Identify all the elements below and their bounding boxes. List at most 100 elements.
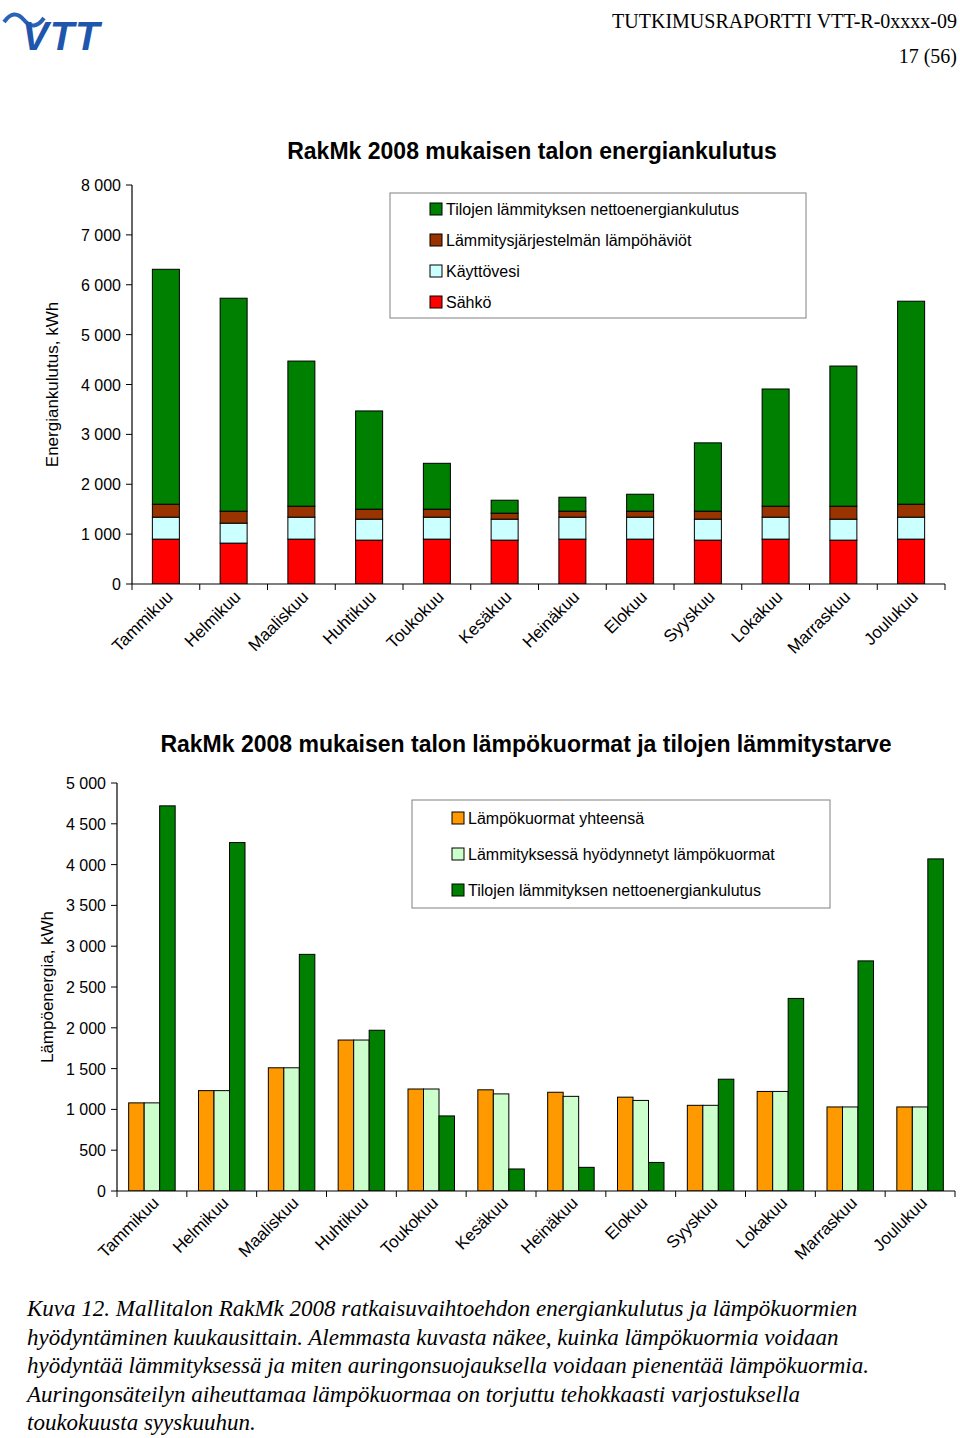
- bar: [773, 1091, 789, 1191]
- y-tick-label: 0: [97, 1183, 106, 1200]
- bar: [559, 497, 586, 511]
- bar: [129, 1103, 145, 1191]
- bar: [694, 540, 721, 584]
- caption-line: hyödyntäminen kuukausittain. Alemmasta k…: [27, 1325, 838, 1350]
- x-tick-label: Marraskuu: [791, 1193, 861, 1263]
- bar: [152, 269, 179, 504]
- x-tick: [256, 1191, 257, 1197]
- x-tick: [877, 584, 878, 590]
- bar: [152, 539, 179, 584]
- bar: [268, 1068, 284, 1191]
- bar: [491, 519, 518, 540]
- bar: [152, 504, 179, 517]
- y-axis: [131, 185, 132, 584]
- bar: [757, 1091, 773, 1191]
- y-tick-label: 3 000: [66, 938, 106, 955]
- bar: [356, 519, 383, 540]
- y-tick-label: 4 000: [81, 377, 121, 394]
- y-tick: [126, 534, 132, 535]
- legend-swatch: [430, 296, 442, 308]
- x-tick: [335, 584, 336, 590]
- y-tick: [111, 1191, 117, 1192]
- x-tick-label: Kesäkuu: [452, 1193, 512, 1253]
- x-tick-label: Maaliskuu: [245, 587, 313, 655]
- bar: [559, 511, 586, 517]
- bar: [423, 539, 450, 584]
- bar: [160, 806, 176, 1191]
- x-tick: [945, 584, 946, 590]
- bar: [830, 540, 857, 584]
- bar: [928, 859, 944, 1191]
- y-axis-title: Lämpöenergia, kWh: [38, 911, 57, 1063]
- bar: [898, 504, 925, 517]
- y-tick: [126, 284, 132, 285]
- bar: [288, 539, 315, 584]
- bar: [548, 1092, 564, 1191]
- bar: [858, 961, 874, 1191]
- legend-label: Käyttövesi: [446, 263, 520, 280]
- x-tick: [675, 1191, 676, 1197]
- x-tick: [955, 1191, 956, 1197]
- bar: [354, 1040, 370, 1191]
- y-tick-label: 6 000: [81, 277, 121, 294]
- bar: [220, 511, 247, 523]
- bar: [579, 1167, 595, 1191]
- x-tick-label: Heinäkuu: [518, 1193, 582, 1257]
- bar: [912, 1107, 928, 1191]
- bar: [491, 540, 518, 584]
- bar: [220, 543, 247, 584]
- x-tick-label: Kesäkuu: [455, 587, 515, 647]
- legend-label: Lämmityksessä hyödynnetyt lämpökuormat: [468, 846, 775, 863]
- y-tick: [111, 1068, 117, 1069]
- legend-box: [412, 800, 830, 908]
- caption-line: hyödyntää lämmityksessä ja miten auringo…: [27, 1353, 869, 1378]
- bar: [830, 506, 857, 519]
- bar: [284, 1068, 300, 1191]
- y-tick: [111, 946, 117, 947]
- legend: Tilojen lämmityksen nettoenergiankulutus…: [390, 193, 806, 318]
- bar: [898, 517, 925, 539]
- y-tick: [111, 905, 117, 906]
- bar: [788, 998, 804, 1191]
- legend-box: [390, 193, 806, 318]
- x-tick-label: Lokakuu: [732, 1193, 791, 1252]
- legend: Lämpökuormat yhteensäLämmityksessä hyödy…: [412, 800, 830, 908]
- bar: [559, 517, 586, 539]
- x-tick: [199, 584, 200, 590]
- bar: [762, 506, 789, 517]
- x-tick-label: Joulukuu: [860, 587, 922, 649]
- x-tick: [466, 1191, 467, 1197]
- bar: [687, 1105, 703, 1191]
- y-tick-label: 5 000: [81, 327, 121, 344]
- bar: [627, 539, 654, 584]
- x-tick: [396, 1191, 397, 1197]
- y-tick-label: 7 000: [81, 227, 121, 244]
- bar: [897, 1107, 913, 1191]
- y-axis: [116, 783, 117, 1191]
- bar: [491, 500, 518, 513]
- report-id: TUTKIMUSRAPORTTI VTT-R-0xxxx-09: [612, 10, 957, 32]
- bar: [827, 1107, 843, 1191]
- y-tick-label: 3 500: [66, 897, 106, 914]
- x-tick: [326, 1191, 327, 1197]
- y-tick: [111, 823, 117, 824]
- bar: [559, 539, 586, 584]
- x-tick-label: Huhtikuu: [311, 1193, 372, 1254]
- x-tick-label: Tammikuu: [108, 587, 176, 655]
- y-tick-label: 4 500: [66, 816, 106, 833]
- y-tick-label: 3 000: [81, 426, 121, 443]
- y-tick: [111, 987, 117, 988]
- bar: [356, 509, 383, 519]
- bar: [762, 517, 789, 539]
- x-tick: [403, 584, 404, 590]
- bar: [423, 517, 450, 539]
- bar: [423, 463, 450, 509]
- bar: [230, 843, 246, 1191]
- y-tick-label: 1 500: [66, 1061, 106, 1078]
- x-tick: [538, 584, 539, 590]
- x-tick-label: Tammikuu: [95, 1193, 163, 1261]
- x-tick-label: Joulukuu: [869, 1193, 931, 1255]
- x-tick: [885, 1191, 886, 1197]
- caption-line: Kuva 12. Mallitalon RakMk 2008 ratkaisuv…: [26, 1296, 857, 1321]
- bar: [152, 517, 179, 539]
